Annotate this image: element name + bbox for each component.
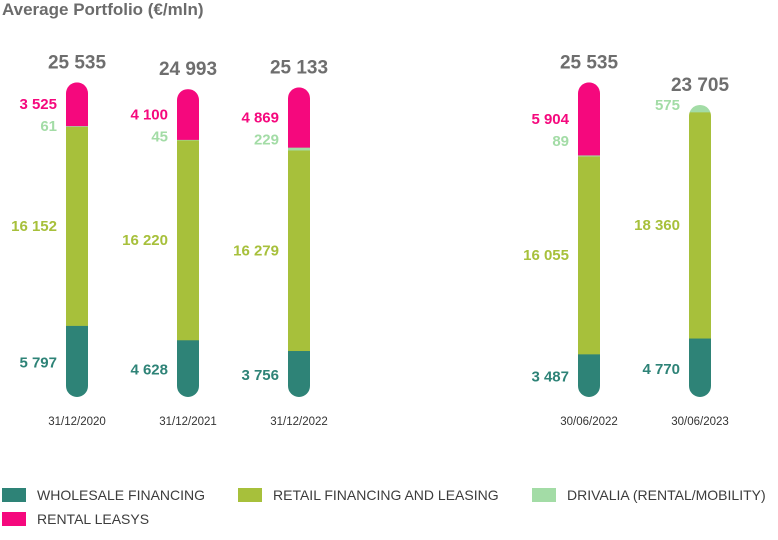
x-tick-label: 31/12/2022 (270, 416, 328, 428)
stacked-bar (288, 87, 310, 397)
x-tick-label: 31/12/2021 (159, 416, 217, 428)
value-label-drivalia: 89 (552, 133, 569, 150)
value-label-drivalia: 575 (655, 97, 680, 114)
bar-segment-retail (578, 156, 600, 355)
total-label: 25 133 (270, 57, 328, 78)
legend-swatch-retail (238, 488, 262, 502)
bar-segment-drivalia (288, 147, 310, 151)
value-label-rental: 3 525 (19, 96, 57, 113)
value-label-rental: 5 904 (531, 111, 569, 128)
bar-segment-retail (689, 112, 711, 339)
x-tick-label: 30/06/2022 (560, 416, 618, 428)
legend-item-drivalia: DRIVALIA (RENTAL/MOBILITY) (532, 487, 766, 503)
chart-title: Average Portfolio (€/mln) (2, 0, 204, 19)
legend-label-drivalia: DRIVALIA (RENTAL/MOBILITY) (567, 487, 766, 503)
legend-label-wholesale: WHOLESALE FINANCING (37, 487, 206, 503)
bar-segment-rental (66, 82, 88, 127)
bar-segment-rental (578, 82, 600, 156)
bar-segment-wholesale (288, 350, 310, 397)
x-tick-label: 30/06/2023 (671, 416, 729, 428)
bar-segment-wholesale (66, 325, 88, 397)
value-label-rental: 4 869 (241, 109, 279, 126)
value-label-drivalia: 61 (40, 118, 57, 135)
legend-swatch-wholesale (2, 488, 26, 502)
legend-item-retail: RETAIL FINANCING AND LEASING (238, 487, 499, 503)
legend-item-rental: RENTAL LEASYS (2, 511, 149, 527)
value-label-retail: 16 220 (122, 232, 168, 249)
bar-segment-drivalia (66, 125, 88, 127)
legend-label-rental: RENTAL LEASYS (37, 511, 150, 527)
bar-segment-drivalia (689, 104, 711, 113)
legend-label-retail: RETAIL FINANCING AND LEASING (273, 487, 499, 503)
bar-segment-wholesale (578, 354, 600, 397)
total-label: 23 705 (671, 75, 730, 96)
legend-item-wholesale: WHOLESALE FINANCING (2, 487, 205, 503)
bar-segment-retail (177, 140, 199, 341)
value-label-wholesale: 4 628 (130, 362, 168, 379)
bar-segment-wholesale (689, 338, 711, 397)
value-label-wholesale: 3 487 (531, 368, 569, 385)
legend-swatch-rental (2, 512, 26, 526)
total-label: 24 993 (159, 59, 217, 80)
value-label-wholesale: 3 756 (241, 367, 279, 384)
stacked-bar (578, 82, 600, 397)
bar-segment-retail (66, 126, 88, 326)
legend-swatch-drivalia (532, 488, 556, 502)
value-label-wholesale: 5 797 (19, 355, 57, 372)
value-label-drivalia: 45 (151, 128, 168, 145)
stacked-bar (689, 104, 711, 397)
value-label-wholesale: 4 770 (642, 361, 680, 378)
x-tick-label: 31/12/2020 (48, 416, 106, 428)
bar-segment-retail (288, 150, 310, 352)
value-label-retail: 16 055 (523, 247, 569, 264)
total-label: 25 535 (48, 52, 107, 73)
value-label-retail: 16 279 (233, 242, 279, 259)
bar-segment-drivalia (177, 139, 199, 141)
total-label: 25 535 (560, 52, 619, 73)
bar-segment-rental (288, 87, 310, 148)
value-label-rental: 4 100 (130, 106, 168, 123)
value-label-drivalia: 229 (254, 131, 279, 148)
value-label-retail: 18 360 (634, 217, 680, 234)
bar-segment-rental (177, 89, 199, 140)
stacked-bar (66, 82, 88, 397)
stacked-bar-chart: 5 797 16 152 61 3 525 25 535 31/12/2020 4 628 1… (11, 52, 730, 428)
stacked-bar (177, 89, 199, 397)
bar-segment-wholesale (177, 339, 199, 397)
value-label-retail: 16 152 (11, 218, 57, 235)
bar-segment-drivalia (578, 155, 600, 157)
